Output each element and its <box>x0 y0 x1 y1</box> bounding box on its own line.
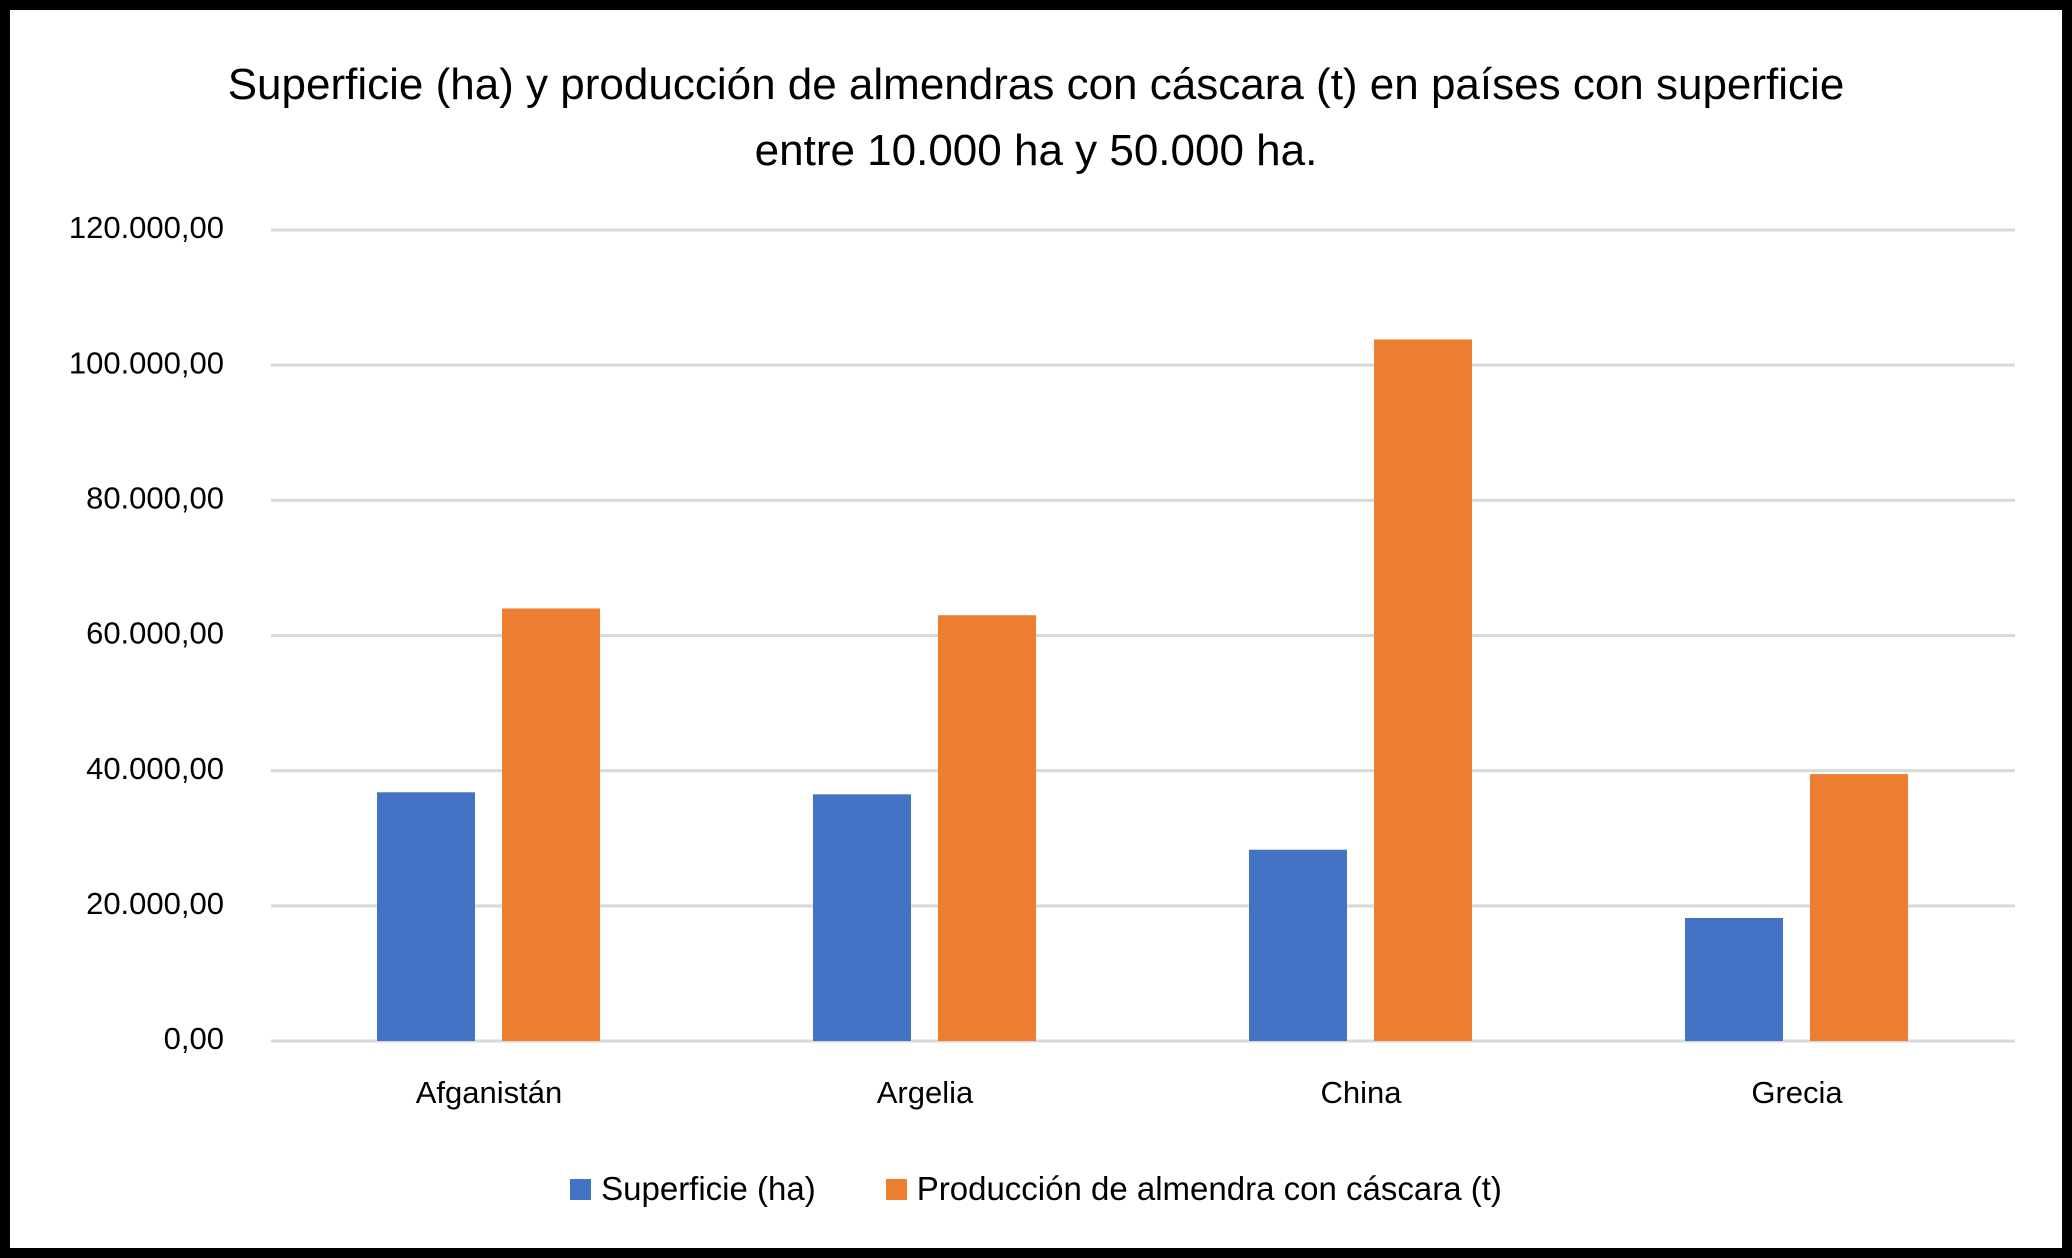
y-tick-label: 0,00 <box>164 1021 224 1056</box>
legend-label: Producción de almendra con cáscara (t) <box>916 1170 1502 1207</box>
legend-swatch <box>885 1178 907 1200</box>
bar <box>502 608 600 1041</box>
bar <box>813 794 911 1041</box>
y-tick-label: 40.000,00 <box>86 751 224 786</box>
legend-item: Superficie (ha) <box>570 1170 816 1208</box>
bar <box>377 792 475 1041</box>
x-tick-label: Grecia <box>1751 1075 1843 1110</box>
bar <box>1249 849 1347 1041</box>
x-tick-label: Argelia <box>877 1075 974 1110</box>
bar <box>1685 917 1783 1041</box>
x-tick-label: China <box>1321 1075 1403 1110</box>
y-tick-label: 20.000,00 <box>86 886 224 921</box>
bar <box>1810 774 1908 1041</box>
legend-item: Producción de almendra con cáscara (t) <box>885 1170 1502 1208</box>
legend: Superficie (ha) Producción de almendra co… <box>10 1170 2062 1208</box>
y-tick-label: 120.000,00 <box>69 210 224 245</box>
y-tick-label: 80.000,00 <box>86 481 224 516</box>
legend-swatch <box>570 1178 592 1200</box>
bar <box>938 615 1036 1041</box>
legend-label: Superficie (ha) <box>601 1170 816 1207</box>
x-tick-label: Afganistán <box>416 1075 563 1110</box>
y-tick-label: 100.000,00 <box>69 345 224 380</box>
y-tick-label: 60.000,00 <box>86 616 224 651</box>
bar <box>1374 339 1472 1041</box>
chart-title: Superficie (ha) y producción de almendra… <box>227 60 1845 175</box>
